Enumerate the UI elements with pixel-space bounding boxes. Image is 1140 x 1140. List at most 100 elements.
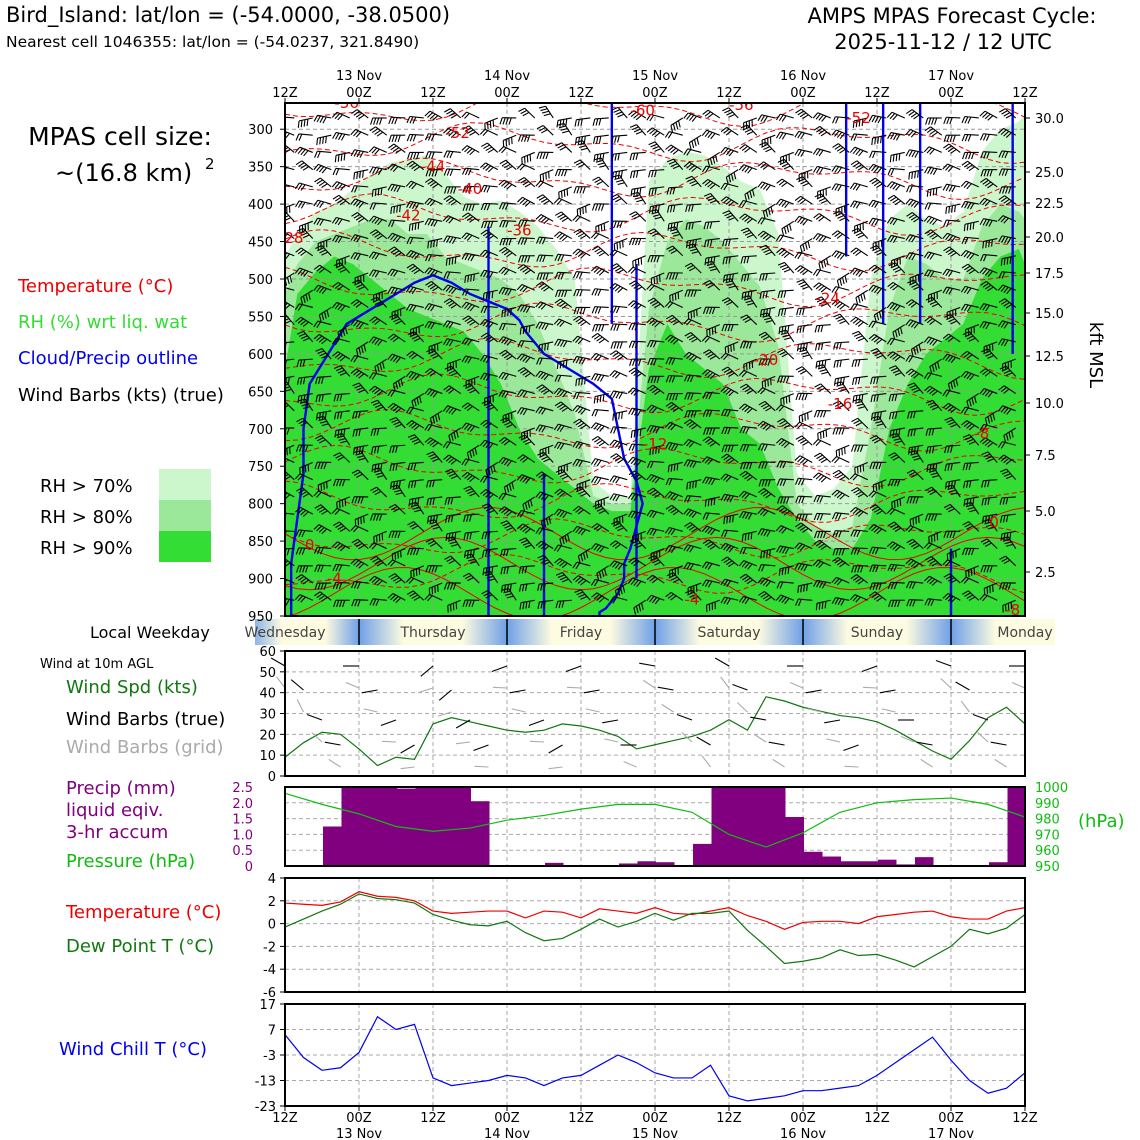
wind-barb-flag: [559, 538, 563, 546]
wind-barb-flag: [572, 271, 577, 279]
wind-barb-flag: [285, 560, 289, 564]
wind-barb-flag: [415, 548, 420, 556]
wind-barb-flag: [333, 412, 337, 420]
wind-barb: [313, 334, 332, 345]
wind-barb-flag: [576, 591, 584, 596]
wind-barb-flag: [448, 258, 451, 266]
wind-barb-shaft: [285, 375, 295, 379]
wind-barb-flag: [374, 233, 381, 238]
wind-barb-flag: [314, 582, 318, 590]
wind-barb: [480, 269, 498, 279]
wind-barb-flag: [280, 579, 285, 584]
wind-barb-shaft: [541, 513, 554, 523]
wind-barb: [350, 558, 369, 569]
wind-barb-flag: [538, 283, 545, 289]
wind-barb-flag: [280, 598, 283, 604]
wind-barb-flag: [575, 230, 583, 236]
wind-barb: [517, 196, 536, 207]
wind-barb-flag: [321, 423, 329, 427]
wind-barb: [535, 471, 554, 481]
wind-barb: [499, 117, 517, 125]
wind10m-title: Wind at 10m AGL: [40, 657, 154, 672]
wind-barb-flag: [336, 600, 340, 608]
wind-barb-flag: [427, 304, 433, 311]
wind-barb-flag: [334, 217, 340, 225]
wind-barb-shaft: [446, 513, 461, 517]
wind-barb-flag: [559, 302, 566, 308]
wind-barb-flag: [501, 390, 507, 398]
wind-barb-flag: [406, 201, 411, 208]
wind-barb-flag: [371, 387, 378, 393]
wind-barb: [443, 582, 461, 590]
wind-barb-shaft: [354, 354, 369, 360]
wind-barb-flag: [338, 438, 346, 441]
wind-barb-flag: [369, 316, 376, 322]
wind-barb-flag: [390, 594, 397, 601]
wind-barb-flag: [412, 548, 417, 556]
wind-barb: [538, 341, 554, 352]
wind-barb-flag: [781, 568, 784, 576]
wind-barb-flag: [391, 220, 395, 228]
wind-barb-flag: [416, 152, 420, 160]
wind-barb-shaft: [354, 149, 369, 153]
wind-barb-flag: [519, 525, 526, 531]
wind-barb: [387, 389, 406, 397]
wind-barb-flag: [334, 352, 341, 359]
wind-barb-flag: [300, 395, 303, 403]
wind-barb-flag: [463, 382, 470, 387]
wind-barb-shaft: [483, 269, 498, 274]
wind-barb-flag: [461, 232, 467, 239]
wind-barb-flag: [337, 331, 341, 340]
wind-barb-flag: [578, 442, 584, 450]
wind-barb: [333, 410, 350, 420]
wind-barb: [351, 469, 369, 481]
wind-barb-flag: [395, 481, 398, 489]
wind-barb-flag: [342, 328, 346, 336]
wind-barb-flag: [295, 160, 303, 166]
wind-barb-shaft: [542, 125, 554, 136]
wind-barb-shaft: [502, 287, 517, 291]
wind-barb-flag: [354, 281, 361, 286]
wind-barb-flag: [353, 560, 360, 566]
wind-barb: [518, 255, 535, 263]
wind-barb-shaft: [428, 320, 443, 326]
wind-barb-flag: [336, 435, 344, 439]
wind-barb-flag: [462, 125, 470, 130]
wind-barb-flag: [481, 400, 489, 405]
wind-barb: [350, 252, 369, 261]
wind-barb-flag: [577, 528, 584, 535]
wind-barb-flag: [407, 331, 415, 336]
wind-barb-flag: [543, 519, 547, 527]
wind-barb: [445, 255, 461, 266]
wind-barb-shaft: [449, 298, 462, 308]
wind-barb-shaft: [557, 358, 572, 363]
wind-barb-flag: [393, 508, 400, 513]
wind-barb-flag: [575, 379, 578, 387]
wind-barb: [481, 503, 499, 515]
wind-barb-flag: [544, 323, 549, 331]
wind-barb: [315, 348, 332, 360]
wind-barb-flag: [313, 334, 320, 340]
wind-barb-flag: [562, 360, 565, 368]
wind-barb-flag: [483, 570, 491, 574]
wind-barb-flag: [334, 338, 340, 346]
wind-barb-shaft: [410, 565, 424, 572]
wind-barb-flag: [429, 515, 432, 524]
wind-barb-flag: [575, 562, 581, 570]
wind-barb-flag: [572, 356, 577, 363]
wind-barb-flag: [395, 382, 399, 390]
wind-barb-shaft: [488, 503, 499, 515]
wind-barb-flag: [387, 559, 393, 566]
wind-barb-flag: [522, 476, 528, 483]
wind-barb-flag: [352, 382, 360, 387]
wind-barb-flag: [443, 195, 450, 201]
wind-barb-flag: [536, 152, 540, 159]
wind-barb-flag: [464, 473, 471, 479]
wind-barb-flag: [540, 388, 548, 393]
wind-barb-flag: [343, 153, 346, 161]
wind-barb-flag: [301, 444, 306, 452]
wind-barb: [314, 582, 332, 590]
wind-barb-flag: [430, 240, 433, 248]
wind-barb-flag: [443, 235, 448, 243]
wind-barb: [519, 324, 535, 335]
